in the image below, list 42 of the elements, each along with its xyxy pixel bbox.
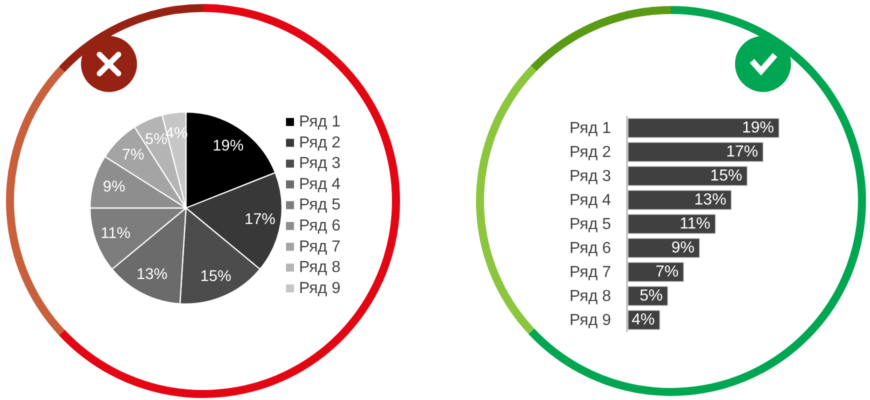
y-tick-label: Ряд 6 [570,240,612,258]
legend-label: Ряд 9 [299,280,341,297]
y-tick-label: Ряд 8 [570,288,612,306]
legend-label: Ряд 7 [299,238,341,256]
data-label: 7% [122,146,144,164]
legend-label: Ряд 6 [299,218,341,234]
bar [628,166,748,186]
legend-label: Ряд 4 [299,176,341,193]
legend-label: Ряд 2 [299,134,341,152]
data-label: 15% [710,168,742,184]
data-label: 17% [244,211,276,228]
bar [628,142,764,162]
legend-label: Ряд 1 [299,114,341,130]
y-tick-label: Ряд 9 [570,312,612,330]
y-tick-label: Ряд 4 [570,192,612,210]
y-tick-label: Ряд 2 [570,144,612,162]
y-tick-label: Ряд 7 [570,264,612,282]
data-label: 5% [145,130,168,148]
y-tick-label: Ряд 3 [570,168,612,186]
data-label: 4% [632,312,655,328]
data-label: 7% [656,264,679,280]
data-label: 13% [136,266,168,284]
data-label: 13% [694,192,726,208]
data-label: 19% [212,138,244,155]
legend-label: Ряд 5 [299,196,341,214]
y-tick-label: Ряд 5 [570,216,612,234]
legend-label: Ряд 3 [299,155,341,172]
data-label: 5% [640,288,663,304]
bar [628,262,684,282]
bar [628,238,700,258]
y-tick-label: Ряд 1 [570,120,612,138]
bar [628,214,716,234]
data-label: 9% [102,178,126,196]
data-label: 11% [100,224,131,242]
bar [628,190,732,210]
data-label: 11% [680,216,710,232]
data-label: 15% [200,268,232,286]
data-label: 19% [742,120,774,136]
data-label: 17% [726,144,758,160]
legend-label: Ряд 8 [299,259,341,276]
bar [628,118,780,138]
data-label: 9% [671,240,695,256]
